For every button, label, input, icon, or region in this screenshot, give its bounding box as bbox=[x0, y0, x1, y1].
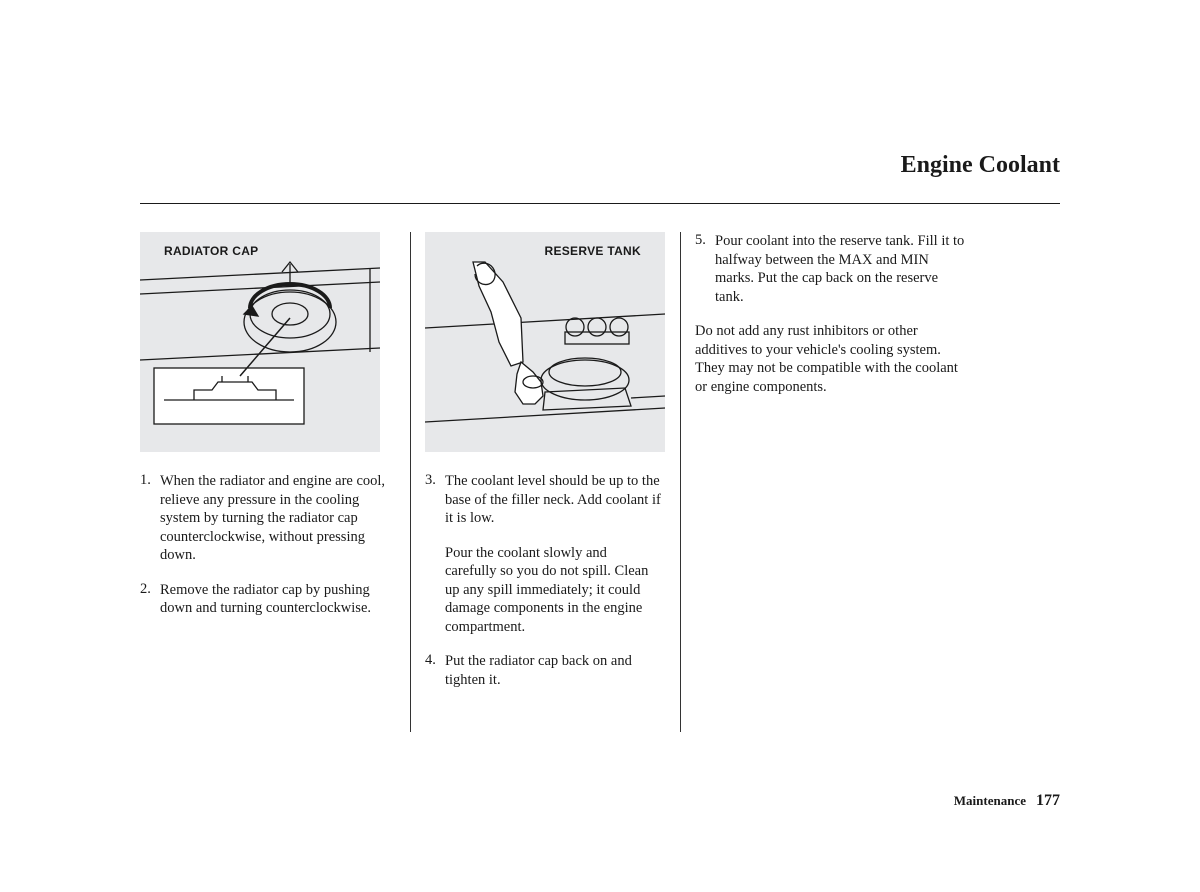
reserve-tank-illustration bbox=[425, 232, 665, 452]
page-footer: Maintenance 177 bbox=[954, 792, 1060, 810]
column-1: RADIATOR CAP bbox=[140, 232, 410, 732]
step-3-continued: Pour the coolant slowly and carefully so… bbox=[425, 544, 662, 637]
section-label: Maintenance bbox=[954, 793, 1026, 809]
step-3: 3. The coolant level should be up to the… bbox=[425, 472, 662, 528]
step-1: 1. When the radiator and engine are cool… bbox=[140, 472, 392, 565]
step-number: 5. bbox=[695, 232, 715, 306]
manual-page: Engine Coolant RADIATOR CAP bbox=[140, 150, 1060, 790]
step-text: The coolant level should be up to the ba… bbox=[445, 472, 662, 528]
step-number: 4. bbox=[425, 652, 445, 689]
figure-reserve-tank: RESERVE TANK bbox=[425, 232, 665, 452]
step-number: 3. bbox=[425, 472, 445, 528]
step-text: Remove the radiator cap by pushing down … bbox=[160, 581, 392, 618]
step-text: Pour coolant into the reserve tank. Fill… bbox=[715, 232, 970, 306]
warning-paragraph: Do not add any rust inhibitors or other … bbox=[695, 322, 970, 396]
radiator-cap-illustration bbox=[140, 232, 380, 452]
step-2: 2. Remove the radiator cap by pushing do… bbox=[140, 581, 392, 618]
content-columns: RADIATOR CAP bbox=[140, 232, 1060, 732]
column-2: RESERVE TANK bbox=[410, 232, 680, 732]
step-text: Put the radiator cap back on and tighten… bbox=[445, 652, 662, 689]
column-3: 5. Pour coolant into the reserve tank. F… bbox=[680, 232, 970, 732]
step-number: 2. bbox=[140, 581, 160, 618]
step-number: 1. bbox=[140, 472, 160, 565]
step-5: 5. Pour coolant into the reserve tank. F… bbox=[695, 232, 970, 306]
step-4: 4. Put the radiator cap back on and tigh… bbox=[425, 652, 662, 689]
page-header: Engine Coolant bbox=[140, 150, 1060, 204]
step-text: When the radiator and engine are cool, r… bbox=[160, 472, 392, 565]
page-title: Engine Coolant bbox=[901, 152, 1060, 179]
page-number: 177 bbox=[1036, 792, 1060, 810]
figure-radiator-cap: RADIATOR CAP bbox=[140, 232, 380, 452]
